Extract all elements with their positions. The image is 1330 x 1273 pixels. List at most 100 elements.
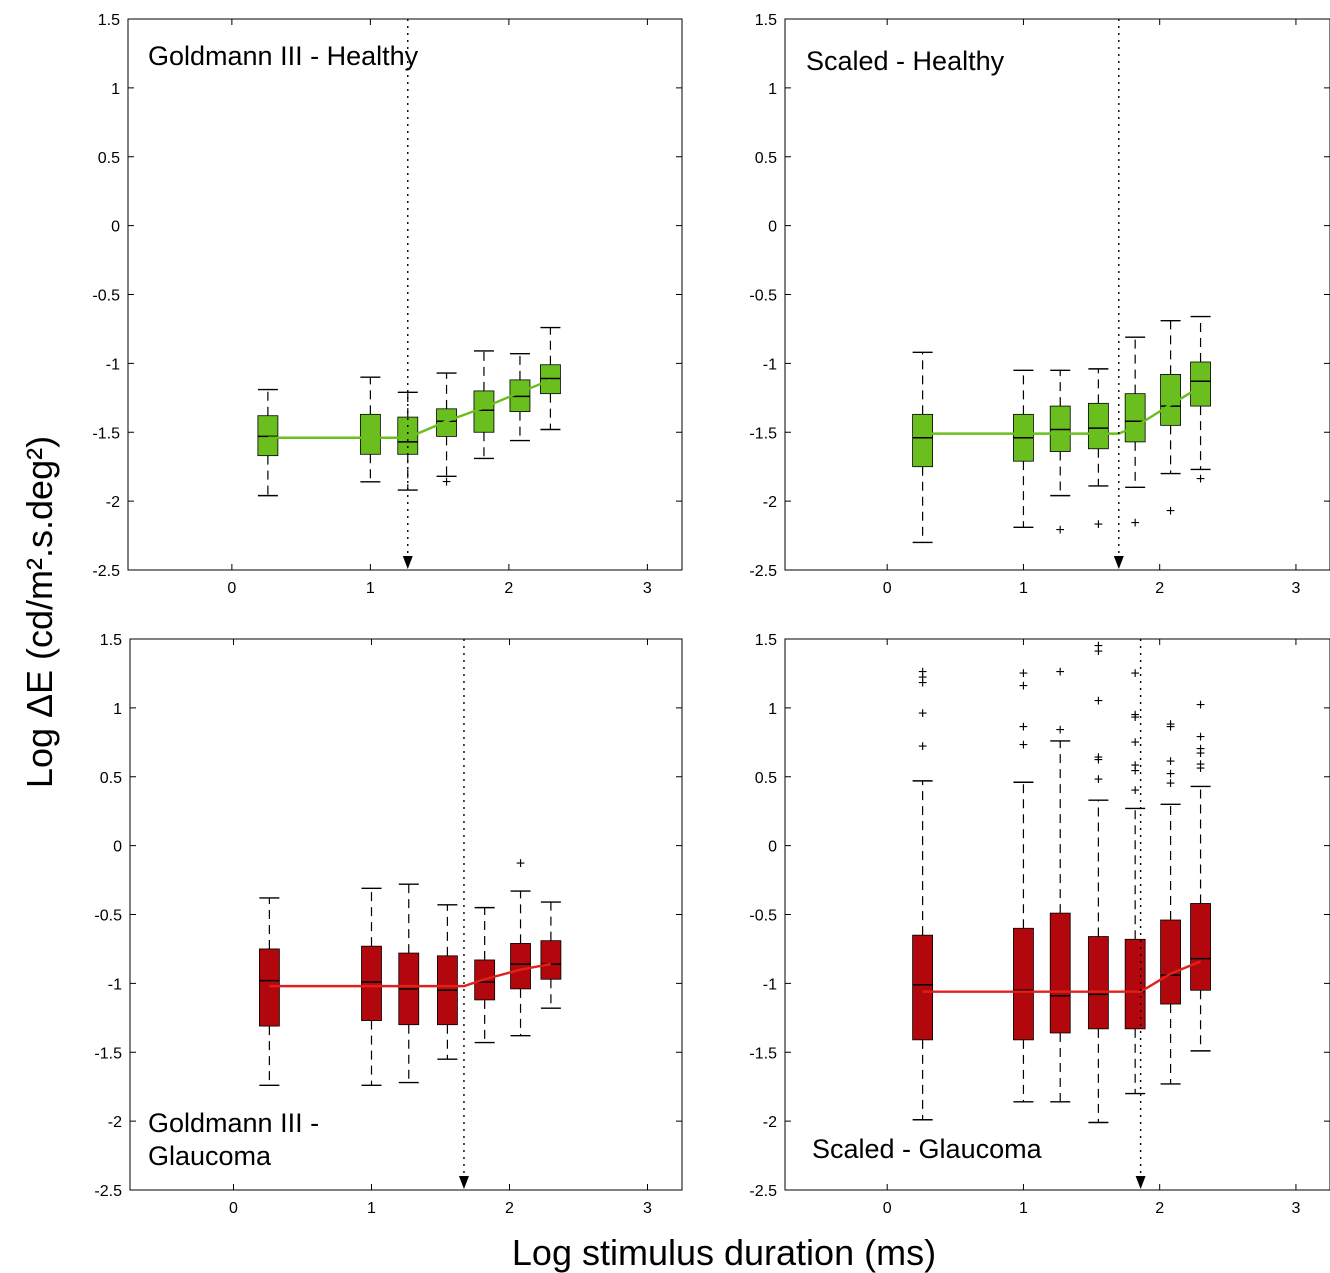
outlier-point: + [442, 474, 451, 491]
y-tick-label: -2.5 [749, 1183, 777, 1200]
x-tick-label: 0 [883, 1200, 892, 1217]
outlier-point: + [1166, 754, 1175, 771]
x-tick-label: 0 [227, 580, 236, 597]
box-group: + [1087, 368, 1109, 534]
cutoff-arrow [1113, 556, 1124, 569]
fit-line [922, 960, 1202, 993]
y-axis-label: Log ΔE (cd/m².s.deg²) [19, 436, 60, 788]
outlier-point: + [918, 738, 927, 755]
box [510, 943, 531, 990]
x-tick-label: 0 [229, 1200, 238, 1217]
x-tick-label: 0 [883, 580, 892, 597]
outlier-point: + [1196, 741, 1205, 758]
box-group: +++++ [1160, 716, 1181, 1085]
fit-line [269, 962, 552, 988]
box [361, 945, 382, 1021]
box [1087, 936, 1109, 1030]
outlier-point: + [918, 670, 927, 687]
panel-title: Goldmann III -Glaucoma [148, 1108, 319, 1171]
y-tick-label: 0.5 [755, 770, 777, 787]
outlier-point: + [1094, 693, 1103, 710]
y-tick-label: -1.5 [94, 1045, 122, 1062]
panel-goldmann-healthy: -2.5 -2 -1.5 -1 -0.5 0 0.5 1 1.5 0 1 2 3 Goldmann III… [92, 12, 683, 597]
y-tick-label: 1 [768, 701, 777, 718]
box-group [436, 904, 458, 1060]
y-tick-label: 0.5 [98, 150, 120, 167]
box-group: +++++ [912, 664, 934, 1121]
panels: -2.5 -2 -1.5 -1 -0.5 0 0.5 1 1.5 0 1 2 3 Goldmann III… [92, 12, 1330, 1217]
y-tick-label: 1 [111, 81, 120, 98]
outlier-point: + [1196, 697, 1205, 714]
outlier-point: + [1166, 716, 1175, 733]
box-group [912, 351, 934, 544]
outlier-point: + [1094, 643, 1103, 660]
outlier-point: + [1130, 734, 1139, 751]
box-group: + [1190, 315, 1211, 488]
outlier-point: + [1019, 737, 1028, 754]
box [912, 413, 934, 468]
x-tick-label: 3 [643, 580, 652, 597]
outlier-point: + [1130, 758, 1139, 775]
outlier-point: + [1056, 722, 1065, 739]
box-group: ++++++ [1087, 638, 1109, 1124]
x-tick-label: 3 [1291, 580, 1300, 597]
outlier-point: + [1130, 763, 1139, 780]
box [1190, 903, 1211, 991]
panel-title: Scaled - Healthy [806, 46, 1005, 76]
outlier-point: + [1196, 760, 1205, 777]
outlier-point: + [1019, 665, 1028, 682]
panel-title: Scaled - Glaucoma [812, 1134, 1043, 1164]
y-tick-label: 1 [768, 81, 777, 98]
y-tick-label: 1.5 [755, 632, 777, 649]
box-group [398, 883, 420, 1084]
box-group [474, 906, 496, 1044]
y-tick-label: -1 [763, 976, 777, 993]
box [1049, 912, 1071, 1034]
outlier-point: + [1094, 517, 1103, 534]
y-tick-label: -2 [106, 494, 120, 511]
y-tick-label: 1 [113, 701, 122, 718]
y-tick-label: -2.5 [94, 1183, 122, 1200]
y-tick-label: 0 [111, 219, 120, 236]
box-group [361, 887, 382, 1087]
panel-scaled-healthy: -2.5 -2 -1.5 -1 -0.5 0 0.5 1 1.5 0 1 2 3 Scaled - Hea… [749, 12, 1330, 597]
outlier-point: + [918, 675, 927, 692]
box [1087, 402, 1109, 450]
outlier-point: + [918, 664, 927, 681]
box-group [509, 353, 531, 442]
outlier-point: + [918, 705, 927, 722]
box-group: ++++ [1013, 665, 1034, 1103]
outlier-point: + [1019, 719, 1028, 736]
outlier-point: + [1130, 665, 1139, 682]
box-group [540, 901, 562, 1009]
box-group [540, 326, 561, 431]
box-group: + [436, 372, 457, 491]
y-tick-label: -0.5 [749, 288, 777, 305]
cutoff-arrow [402, 556, 413, 569]
y-tick-label: 1.5 [755, 12, 777, 29]
outlier-point: + [1056, 664, 1065, 681]
outlier-point: + [1094, 638, 1103, 655]
y-tick-label: -2 [108, 1114, 122, 1131]
y-tick-label: 0.5 [100, 770, 122, 787]
box-group: + [510, 856, 531, 1037]
outlier-point: + [1094, 752, 1103, 769]
box [473, 390, 495, 433]
y-tick-label: -1.5 [749, 1045, 777, 1062]
x-tick-label: 1 [1019, 1200, 1028, 1217]
y-tick-label: -0.5 [749, 908, 777, 925]
outlier-point: + [1196, 745, 1205, 762]
outlier-point: + [1130, 783, 1139, 800]
x-tick-label: 1 [366, 580, 375, 597]
outlier-point: + [1196, 729, 1205, 746]
panel-title-line: Goldmann III - Healthy [148, 41, 419, 71]
box [912, 934, 934, 1041]
outlier-point: + [1196, 756, 1205, 773]
panel-title: Goldmann III - Healthy [148, 41, 419, 71]
box [258, 948, 280, 1027]
box-group: + [1049, 369, 1071, 539]
plot-frame [784, 18, 1330, 571]
y-tick-label: 0 [113, 839, 122, 856]
y-tick-label: 1.5 [100, 632, 122, 649]
y-tick-label: -0.5 [94, 908, 122, 925]
